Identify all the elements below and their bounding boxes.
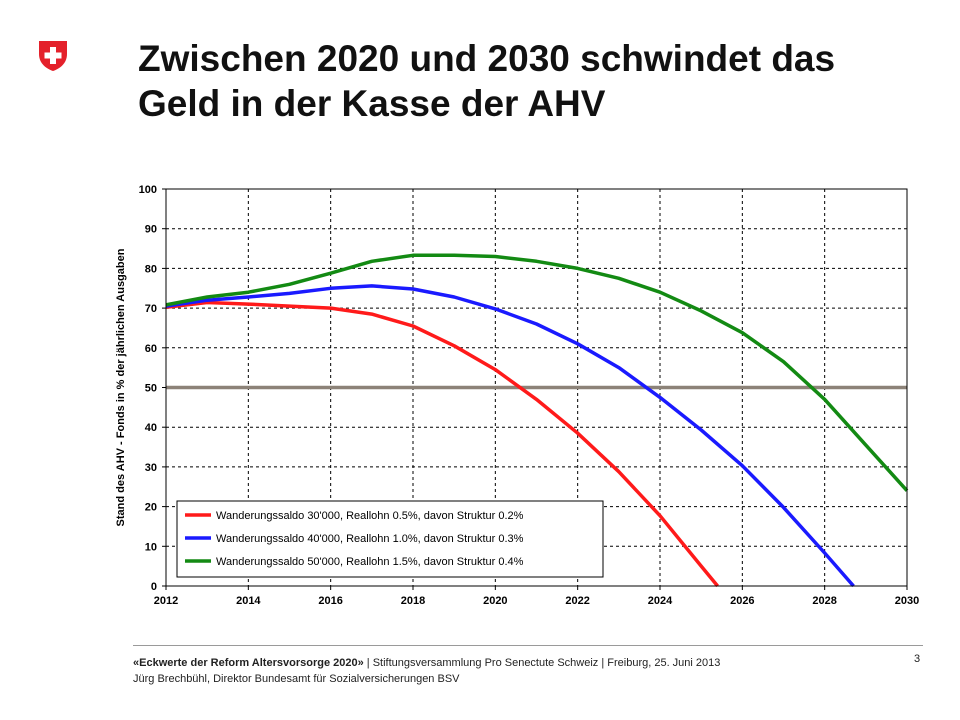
x-tick-label-2024: 2024 xyxy=(648,595,673,607)
footer-event-title: «Eckwerte der Reform Altersvorsorge 2020… xyxy=(133,657,364,669)
x-tick-label-2030: 2030 xyxy=(895,595,919,607)
series-lines xyxy=(165,253,909,588)
x-tick-label-2028: 2028 xyxy=(812,595,836,607)
y-axis-label: Stand des AHV - Fonds in % der jährliche… xyxy=(115,248,127,526)
footer-event-line: «Eckwerte der Reform Altersvorsorge 2020… xyxy=(133,657,720,669)
x-tick-label-2012: 2012 xyxy=(154,595,178,607)
x-tick-labels: 2012 2014 2016 2018 2020 2022 2024 2026 2028 2030 xyxy=(154,586,919,607)
y-tick-label-0: 0 xyxy=(151,581,157,593)
series-line-3 xyxy=(165,253,909,492)
x-tick-label-2016: 2016 xyxy=(318,595,342,607)
slide-title-line-1: Zwischen 2020 und 2030 schwindet das xyxy=(138,38,836,79)
legend-box xyxy=(176,500,604,578)
footer-event-details: | Stiftungsversammlung Pro Senectute Sch… xyxy=(363,657,721,669)
y-tick-label-90: 90 xyxy=(145,224,157,236)
y-tick-label-60: 60 xyxy=(145,343,157,355)
y-tick-label-40: 40 xyxy=(145,422,157,434)
series-line-1 xyxy=(165,300,719,588)
y-tick-label-80: 80 xyxy=(145,263,157,275)
legend-label-2: Wanderungssaldo 40'000, Reallohn 1.0%, d… xyxy=(216,533,524,545)
legend: Wanderungssaldo 30'000, Reallohn 0.5%, d… xyxy=(176,500,604,578)
series-line-2 xyxy=(165,284,855,588)
slide-title: Zwischen 2020 und 2030 schwindet das Gel… xyxy=(138,36,928,126)
footer-divider xyxy=(133,645,923,646)
x-tick-label-2022: 2022 xyxy=(565,595,589,607)
y-tick-label-30: 30 xyxy=(145,462,157,474)
x-tick-label-2020: 2020 xyxy=(483,595,507,607)
swiss-coat-of-arms-logo xyxy=(39,41,67,71)
y-tick-label-70: 70 xyxy=(145,303,157,315)
y-tick-label-50: 50 xyxy=(145,383,157,395)
x-tick-label-2026: 2026 xyxy=(730,595,754,607)
legend-label-3: Wanderungssaldo 50'000, Reallohn 1.5%, d… xyxy=(216,556,524,568)
slide-title-line-2: Geld in der Kasse der AHV xyxy=(138,83,606,124)
y-tick-label-20: 20 xyxy=(145,502,157,514)
plot-frame xyxy=(165,188,908,587)
page-number: 3 xyxy=(914,653,921,665)
footer-author: Jürg Brechbühl, Direktor Bundesamt für S… xyxy=(133,673,460,685)
legend-label-1: Wanderungssaldo 30'000, Reallohn 0.5%, d… xyxy=(216,510,524,522)
x-tick-label-2018: 2018 xyxy=(401,595,425,607)
y-tick-label-100: 100 xyxy=(139,184,157,196)
x-tick-label-2014: 2014 xyxy=(236,595,261,607)
y-tick-label-10: 10 xyxy=(145,541,157,553)
y-tick-labels: 0 10 20 30 40 50 60 70 80 90 100 xyxy=(139,184,166,593)
